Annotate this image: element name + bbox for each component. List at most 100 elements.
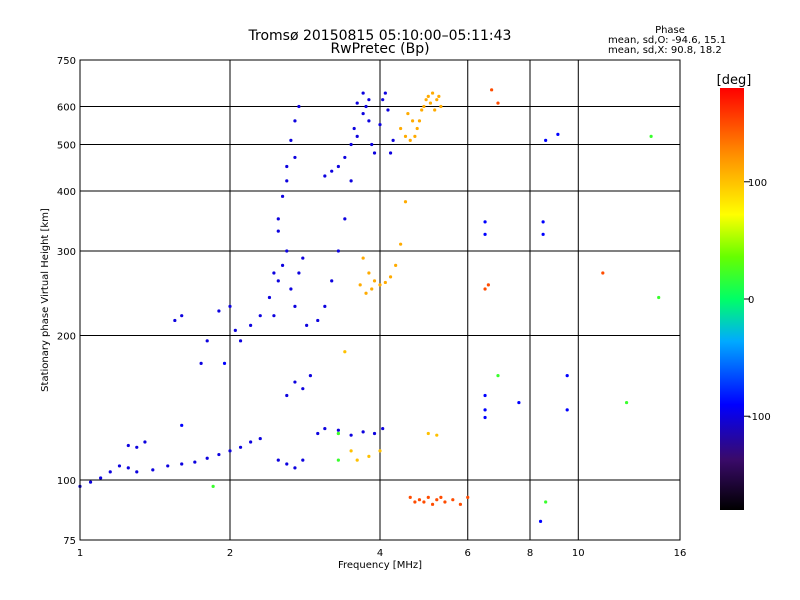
data-point-0 [205,339,209,343]
data-points [78,88,661,523]
data-point-1 [437,94,441,98]
data-point-0 [343,217,347,221]
data-point-0 [233,328,237,332]
data-point-0 [258,314,262,318]
data-point-0 [285,249,289,253]
data-point-1 [433,108,437,112]
data-point-1 [343,350,347,354]
data-point-1 [435,98,439,102]
data-point-1 [406,111,410,116]
data-point-0 [258,436,262,441]
x-tick-label: 1 [77,548,83,559]
data-point-1 [378,283,382,287]
data-point-0 [293,155,297,160]
data-point-4 [649,134,653,138]
data-point-3 [483,220,487,224]
data-point-1 [367,454,371,459]
data-point-0 [361,111,365,116]
data-point-1 [403,134,408,138]
data-point-1 [399,126,403,131]
data-point-0 [217,452,221,457]
data-point-2 [466,495,470,500]
data-point-0 [108,470,112,474]
data-point-4 [544,500,548,504]
x-tick-label: 16 [674,548,687,559]
data-point-0 [361,91,365,95]
data-point-1 [394,263,398,267]
data-point-0 [99,476,103,480]
data-point-4 [657,295,661,300]
colorbar-ticks: -100 0 100 [744,178,771,423]
data-point-4 [336,458,340,462]
colorbar [720,88,744,510]
data-point-0 [249,323,253,327]
data-point-0 [308,374,313,378]
data-point-1 [413,134,417,138]
data-point-3 [565,374,569,378]
data-point-0 [297,271,301,275]
data-point-0 [238,339,243,343]
data-point-0 [349,433,353,437]
data-point-0 [301,458,305,462]
x-tick-label: 8 [527,548,533,559]
data-point-1 [383,280,387,285]
y-tick-label: 75 [63,536,76,547]
x-axis-label: Frequency [MHz] [338,560,422,571]
data-point-2 [426,495,430,500]
y-tick-label: 400 [57,187,76,198]
y-tick-label: 100 [57,476,76,487]
data-point-1 [426,431,430,436]
data-point-1 [361,256,365,260]
data-point-0 [301,256,305,260]
data-point-1 [417,119,422,123]
data-point-0 [293,466,297,470]
data-point-0 [173,318,177,323]
data-point-3 [538,519,543,523]
data-point-1 [399,242,403,246]
data-point-1 [370,287,374,291]
data-point-0 [323,174,327,178]
data-point-0 [349,142,353,147]
data-point-0 [267,295,272,300]
data-point-0 [166,464,170,468]
data-point-0 [249,440,253,444]
chart-subtitle: RwPretec (Bp) [330,41,429,57]
data-point-1 [428,101,433,105]
data-point-0 [355,101,359,105]
data-point-1 [372,279,377,283]
x-tick-label: 2 [227,548,233,559]
data-point-0 [117,464,122,468]
data-point-0 [276,279,280,283]
data-point-2 [483,287,487,291]
data-point-0 [383,91,387,95]
phase-stats-title: Phase [655,25,685,36]
data-point-0 [301,387,305,391]
data-point-0 [228,304,232,309]
y-tick-label: 500 [57,141,76,152]
y-axis-label: Stationary phase Virtual Height [km] [40,208,51,392]
colorbar-tick-label: -100 [748,412,771,423]
data-point-3 [483,408,487,412]
data-point-0 [285,164,289,169]
data-point-0 [349,179,353,183]
data-point-0 [293,119,297,123]
data-point-0 [180,314,184,318]
data-point-0 [336,164,340,169]
data-point-0 [280,194,285,198]
data-point-0 [126,466,130,470]
y-tick-label: 300 [57,247,76,258]
data-point-0 [289,138,293,142]
x-axis-ticks: 1 2 4 6 8 10 16 [77,548,687,559]
x-tick-label: 6 [465,548,471,559]
data-point-1 [410,119,415,123]
data-point-4 [624,400,629,405]
phase-stats-x: mean, sd,X: 90.8, 18.2 [608,45,722,56]
data-point-0 [305,323,309,327]
data-point-0 [330,279,334,283]
data-point-2 [601,271,605,275]
data-point-0 [180,462,184,466]
data-point-0 [151,468,155,472]
data-point-2 [458,502,463,506]
x-tick-label: 4 [377,548,383,559]
data-point-2 [490,88,494,92]
